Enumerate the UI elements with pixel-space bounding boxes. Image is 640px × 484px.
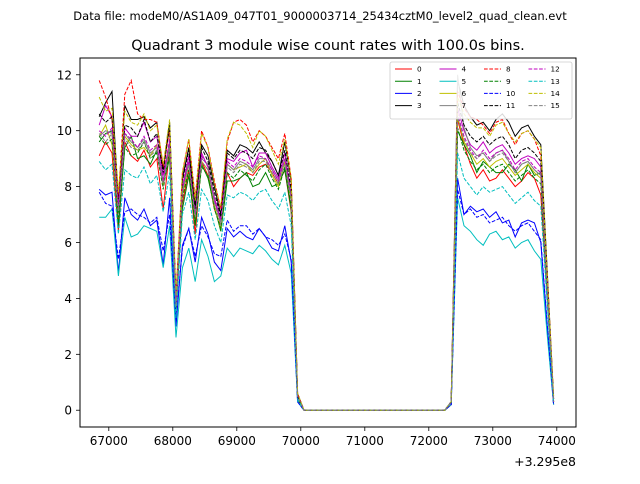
legend-label-6: 6 bbox=[462, 89, 467, 98]
x-tick-label: 69000 bbox=[218, 434, 256, 448]
legend-label-7: 7 bbox=[462, 101, 467, 110]
series-line-3 bbox=[98, 80, 555, 411]
legend-label-9: 9 bbox=[506, 77, 511, 86]
x-axis: 67000 68000 69000 70000 71000 72000 73000 74000 bbox=[90, 427, 576, 448]
y-tick-label: 0 bbox=[64, 404, 72, 418]
legend-label-5: 5 bbox=[462, 77, 467, 86]
series-line-11 bbox=[98, 102, 555, 411]
legend-label-1: 1 bbox=[417, 77, 422, 86]
series-line-5 bbox=[99, 197, 555, 411]
x-axis-offset-label: +3.295e8 bbox=[514, 454, 576, 469]
x-tick-label: 74000 bbox=[538, 434, 576, 448]
y-tick-label: 6 bbox=[64, 236, 72, 250]
y-tick-label: 4 bbox=[64, 292, 72, 306]
legend-label-13: 13 bbox=[551, 77, 561, 86]
series-line-2 bbox=[98, 178, 555, 411]
legend-box bbox=[389, 61, 573, 120]
legend-label-10: 10 bbox=[506, 89, 516, 98]
series-line-14 bbox=[98, 96, 555, 411]
y-tick-label: 8 bbox=[64, 180, 72, 194]
legend-label-2: 2 bbox=[417, 89, 422, 98]
x-tick-label: 70000 bbox=[282, 434, 320, 448]
legend-label-12: 12 bbox=[551, 65, 560, 74]
y-tick-label: 12 bbox=[57, 68, 72, 82]
x-tick-label: 68000 bbox=[154, 434, 192, 448]
legend-label-0: 0 bbox=[417, 65, 422, 74]
legend-label-3: 3 bbox=[417, 101, 422, 110]
series-line-15 bbox=[98, 116, 555, 411]
legend-label-14: 14 bbox=[551, 89, 561, 98]
x-tick-label: 73000 bbox=[474, 434, 512, 448]
legend-label-4: 4 bbox=[462, 65, 467, 74]
series-line-13 bbox=[98, 152, 555, 411]
x-tick-label: 72000 bbox=[410, 434, 448, 448]
y-tick-label: 2 bbox=[64, 348, 72, 362]
x-tick-label: 71000 bbox=[346, 434, 384, 448]
legend-label-11: 11 bbox=[506, 101, 515, 110]
plot-lines bbox=[98, 74, 555, 411]
series-line-8 bbox=[98, 78, 555, 411]
y-axis: 0 2 4 6 8 10 12 bbox=[57, 68, 80, 418]
chart-title: Quadrant 3 module wise count rates with … bbox=[131, 38, 525, 54]
legend-label-15: 15 bbox=[551, 101, 560, 110]
x-tick-label: 67000 bbox=[90, 434, 128, 448]
legend-label-8: 8 bbox=[506, 65, 511, 74]
chart-suptitle: Data file: modeM0/AS1A09_047T01_90000037… bbox=[73, 9, 567, 23]
y-tick-label: 10 bbox=[57, 124, 72, 138]
